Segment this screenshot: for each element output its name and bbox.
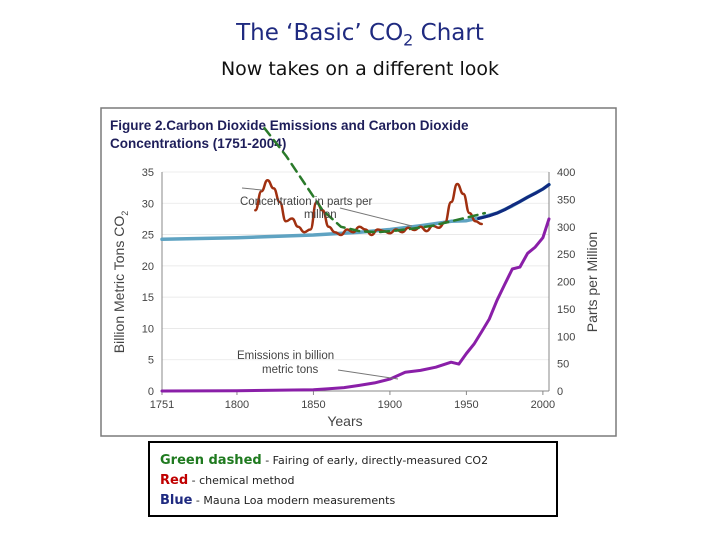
x-axis-label: Years	[327, 413, 362, 429]
title-text: The ‘Basic’ CO	[236, 20, 404, 46]
annotation-em-arrow	[337, 369, 399, 380]
figure-frame	[100, 107, 617, 437]
y-left-tick-label: 10	[142, 323, 154, 335]
y-left-tick-label: 35	[142, 167, 154, 179]
y-left-tick-label: 30	[142, 198, 154, 210]
x-tick-label: 1850	[301, 399, 325, 411]
y-left-tick-label: 25	[142, 230, 154, 242]
y-right-tick-label: 200	[557, 277, 575, 289]
annotation-layer: Concentration in parts per million Emiss…	[237, 187, 413, 380]
slide-subtitle: Now takes on a different look	[220, 58, 500, 80]
y-right-tick-label: 0	[557, 386, 563, 398]
x-tick-label: 1751	[150, 399, 174, 411]
legend-row-green: Green dashed - Fairing of early, directl…	[160, 451, 546, 471]
series-layer	[160, 126, 551, 393]
y-right-tick-label: 150	[557, 304, 575, 316]
series-green-dashed	[263, 126, 487, 234]
annotation-conc-arrow	[339, 207, 413, 227]
legend-text-red: - chemical method	[188, 474, 295, 487]
title-end: Chart	[413, 20, 484, 46]
legend-key-red: Red	[160, 473, 189, 488]
legend-box: Green dashed - Fairing of early, directl…	[148, 441, 558, 517]
annotation-conc-line1: Concentration in parts per	[240, 196, 372, 208]
x-tick-label: 1800	[225, 399, 249, 411]
y-left-label-sub: 2	[120, 211, 130, 216]
series-emissions	[160, 217, 551, 393]
y-right-tick-label: 50	[557, 359, 569, 371]
legend-key-green: Green dashed	[160, 453, 262, 468]
legend-row-blue: Blue - Mauna Loa modern measurements	[160, 491, 546, 511]
figure-title-line1: Figure 2.Carbon Dioxide Emissions and Ca…	[110, 118, 469, 133]
annotation-conc-arrow2	[241, 187, 263, 191]
slide-title: The ‘Basic’ CO2 Chart	[0, 20, 720, 50]
y-left-label-text: Billion Metric Tons CO	[111, 216, 127, 354]
y-left-tick-label: 0	[148, 386, 154, 398]
y-right-tick-label: 100	[557, 331, 575, 343]
title-subscript: 2	[403, 30, 414, 50]
x-tick-label: 1950	[454, 399, 478, 411]
y-left-tick-label: 5	[148, 355, 154, 367]
legend-key-blue: Blue	[160, 493, 193, 508]
y-right-tick-label: 300	[557, 222, 575, 234]
series-mauna-loa	[477, 183, 551, 220]
annotation-em-line1: Emissions in billion	[237, 350, 334, 362]
figure-title-line2: Concentrations (1751-2004)	[110, 136, 286, 151]
legend-row-red: Red - chemical method	[160, 471, 546, 491]
x-tick-label: 1900	[378, 399, 402, 411]
y-left-tick-label: 20	[142, 261, 154, 273]
legend-text-blue: - Mauna Loa modern measurements	[192, 494, 396, 507]
y-right-tick-label: 350	[557, 194, 575, 206]
legend-text-green: - Fairing of early, directly-measured CO…	[261, 454, 489, 467]
y-left-axis-label: Billion Metric Tons CO2	[111, 211, 130, 353]
ticks: 0510152025303505010015020025030035040017…	[142, 167, 576, 411]
x-tick-label: 2000	[531, 399, 555, 411]
y-right-axis-label: Parts per Million	[584, 232, 600, 332]
annotation-em-line2: metric tons	[262, 364, 318, 376]
annotation-conc-line2: million	[304, 209, 337, 221]
y-right-tick-label: 400	[557, 167, 575, 179]
y-right-tick-label: 250	[557, 249, 575, 261]
y-left-tick-label: 15	[142, 292, 154, 304]
